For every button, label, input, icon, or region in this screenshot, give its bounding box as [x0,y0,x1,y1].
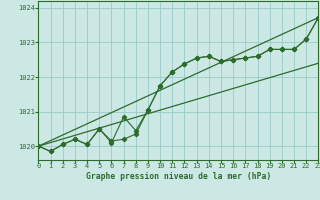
X-axis label: Graphe pression niveau de la mer (hPa): Graphe pression niveau de la mer (hPa) [86,172,271,181]
